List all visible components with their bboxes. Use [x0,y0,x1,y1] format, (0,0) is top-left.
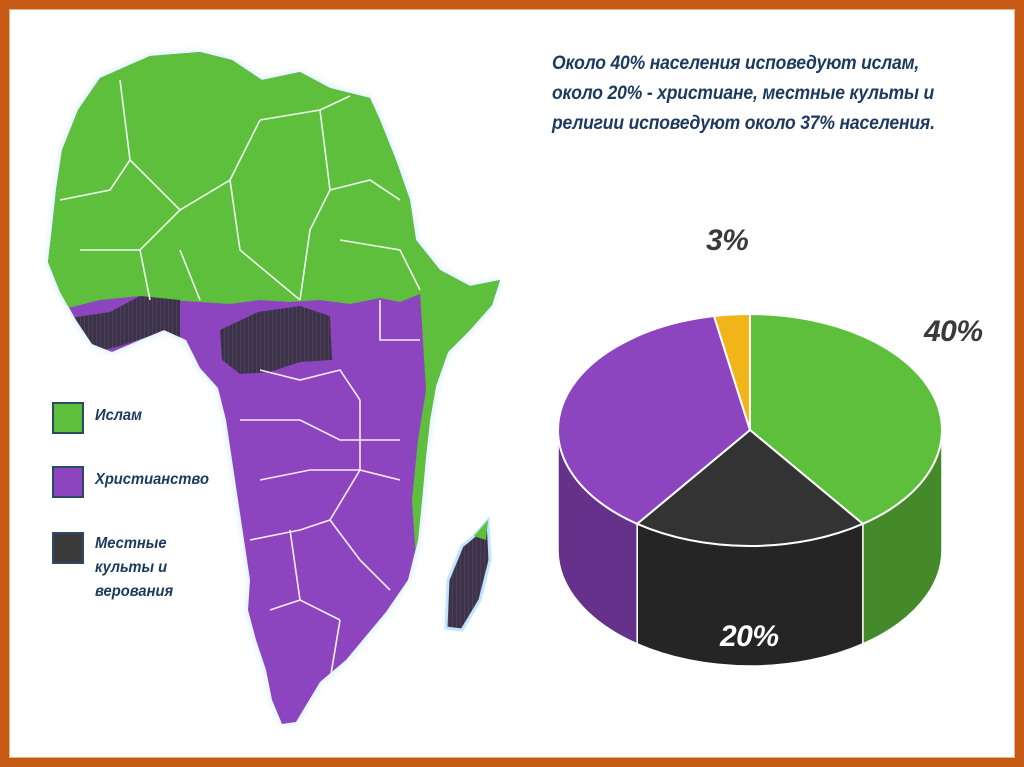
pie-slice-2 [557,314,752,526]
slice-label-40: 40% [924,315,983,348]
legend-label-islam: Ислам [95,407,143,424]
pie-slice-3 [712,312,751,431]
pie-slice-1 [635,428,865,547]
legend-swatch-local-cults [52,532,84,564]
pie-slice-0 [749,312,943,526]
legend-swatch-christianity [52,466,84,498]
legend-swatch-islam [52,402,84,434]
description-text: Около 40% населения исповедуют ислам, ок… [552,52,935,134]
legend-label-local-cults: Местные культы и верования [95,535,174,600]
slice-label-20: 20% [720,620,779,653]
legend-label-christianity: Христианство [95,471,209,488]
slice-label-3: 3% [706,224,749,257]
